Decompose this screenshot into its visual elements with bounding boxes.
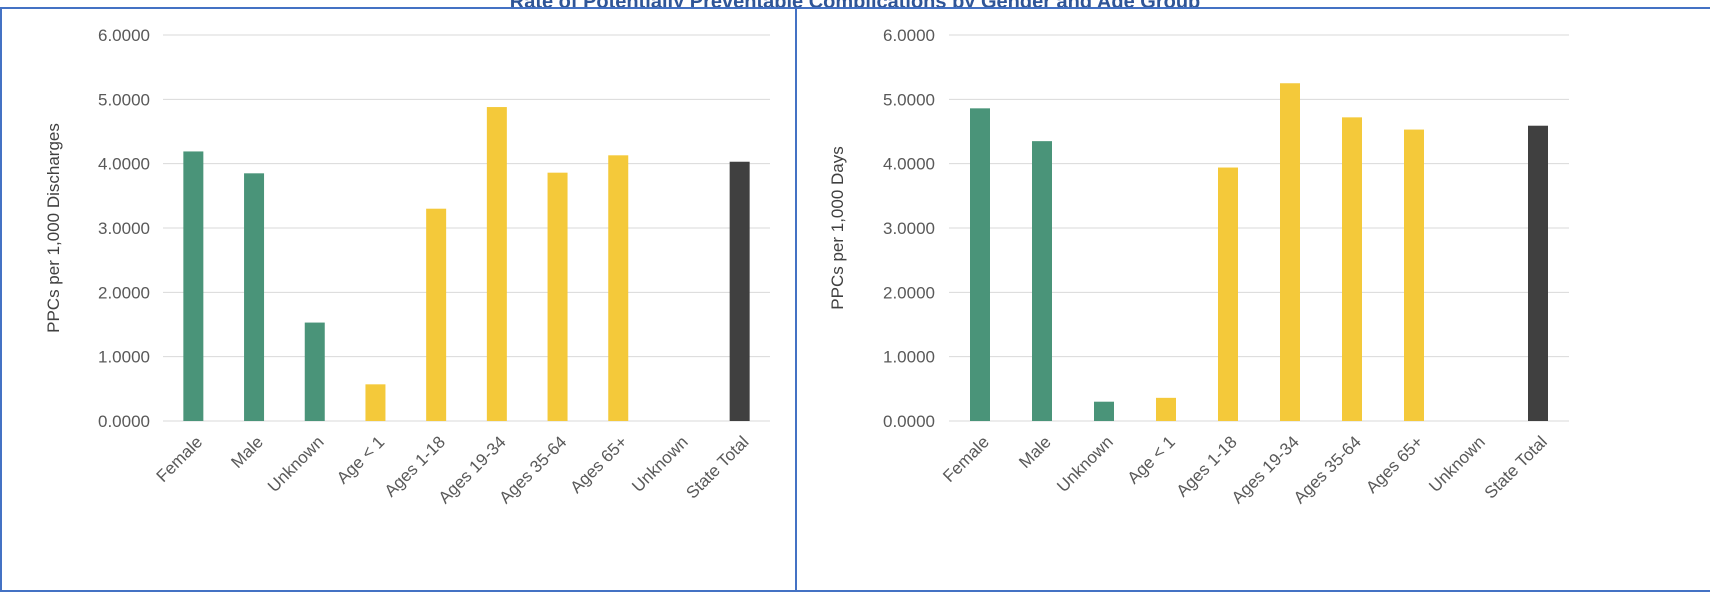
bar [608, 155, 629, 421]
y-tick-label: 0.0000 [883, 412, 935, 431]
x-tick-label: Female [153, 432, 207, 486]
x-tick-label: Ages 65+ [567, 432, 632, 497]
bar [426, 208, 447, 421]
x-tick-label: Male [1015, 432, 1054, 471]
chart-panel-days: 0.0000 1.0000 2.0000 3.0000 4.0000 5.0000 6.00… [795, 7, 1710, 592]
x-tick-label: Ages 65+ [1362, 432, 1427, 497]
bar [1404, 129, 1424, 421]
y-tick-label: 3.0000 [883, 219, 935, 238]
x-tick-label: Age < 1 [333, 432, 388, 487]
bar [183, 151, 204, 421]
bar [1528, 125, 1548, 422]
y-tick-label: 5.0000 [883, 90, 935, 109]
x-tick-label: Female [939, 432, 993, 486]
x-tick-label: State Total [1481, 432, 1551, 502]
y-tick-label: 1.0000 [883, 348, 935, 367]
y-tick-label: 2.0000 [883, 283, 935, 302]
bar [547, 172, 568, 421]
y-tick-label: 3.0000 [98, 219, 150, 238]
y-tick-label: 4.0000 [98, 155, 150, 174]
y-tick-label: 5.0000 [98, 90, 150, 109]
bar [365, 384, 386, 421]
x-tick-label: Ages 35-64 [1290, 432, 1365, 507]
bar [1032, 141, 1052, 421]
bar [304, 322, 325, 421]
y-tick-label: 6.0000 [883, 26, 935, 45]
bar [1218, 167, 1238, 421]
bar [729, 161, 750, 421]
y-tick-label: 4.0000 [883, 155, 935, 174]
y-tick-label: 0.0000 [98, 412, 150, 431]
chart-panel-discharges: 0.0000 1.0000 2.0000 3.0000 4.0000 5.0000 6.00… [0, 7, 797, 592]
chart-days: 0.0000 1.0000 2.0000 3.0000 4.0000 5.0000 6.00… [828, 26, 1569, 507]
y-tick-label: 6.0000 [98, 26, 150, 45]
x-tick-label: Unknown [628, 432, 692, 496]
chart-discharges: 0.0000 1.0000 2.0000 3.0000 4.0000 5.0000 6.00… [44, 26, 770, 507]
x-tick-label: State Total [682, 432, 752, 502]
x-tick-label: Age < 1 [1124, 432, 1179, 487]
bar [1156, 397, 1176, 421]
y-tick-label: 1.0000 [98, 348, 150, 367]
bar [1094, 401, 1114, 421]
y-axis-label: PPCs per 1,000 Discharges [44, 123, 63, 333]
bar [486, 107, 507, 421]
x-tick-label: Unknown [1053, 432, 1117, 496]
x-tick-label: Unknown [264, 432, 328, 496]
x-tick-label: Male [227, 432, 266, 471]
bar [1342, 117, 1362, 421]
x-tick-label: Unknown [1425, 432, 1489, 496]
bar [970, 108, 990, 421]
bar [244, 173, 265, 421]
y-axis-label: PPCs per 1,000 Days [828, 146, 847, 309]
y-tick-label: 2.0000 [98, 283, 150, 302]
bar [1280, 83, 1300, 421]
